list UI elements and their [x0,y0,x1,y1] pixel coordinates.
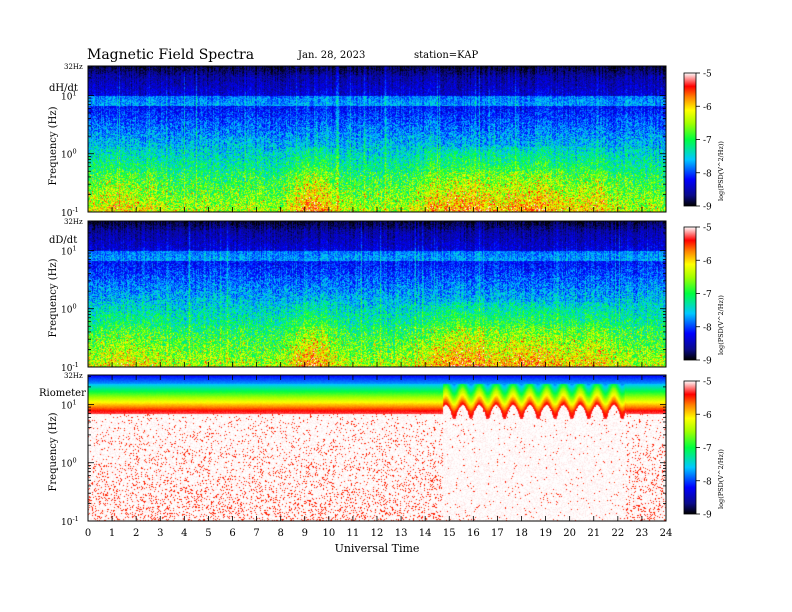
spectrogram-riometer [88,375,666,521]
x-tick-label: 5 [205,528,211,539]
colorbar-label-dhdt: log(PSD(V^2/Hz)) [717,141,725,201]
y-tick-label: 10-1 [61,515,79,528]
top-freq-label-riometer: 32Hz [64,372,83,380]
colorbar-label-riometer: log(PSD(V^2/Hz)) [717,449,725,509]
colorbar-tick-label: -6 [703,103,712,113]
panel-riometer: Riometer 32Hz Frequency (Hz) 10-1100101 … [39,372,725,528]
colorbar-dddt: -5 -6 -7 -8 -9 log(PSD(V^2/Hz)) [683,224,725,367]
x-tick-label: 6 [229,528,235,539]
colorbar-tick-label: -6 [703,257,712,267]
colorbar-scale-dhdt [683,72,697,207]
x-tick-label: 4 [181,528,187,539]
colorbar-tick-label: -6 [703,411,712,421]
colorbar-tick-label: -8 [703,477,712,487]
colorbar-ticks-dddt: -5 -6 -7 -8 -9 [696,224,712,367]
top-freq-label-dhdt: 32Hz [64,63,83,71]
x-tick-label: 10 [322,528,335,539]
x-tick-label: 9 [302,528,308,539]
y-tick-label: 100 [61,303,77,316]
station-name: station=KAP [414,50,478,61]
x-tick-label: 20 [563,528,576,539]
y-tick-label: 101 [61,244,77,257]
colorbar-tick-label: -8 [703,169,712,179]
x-tick-label: 22 [611,528,624,539]
colorbar-riometer: -5 -6 -7 -8 -9 log(PSD(V^2/Hz)) [683,378,725,521]
x-tick-label: 7 [253,528,259,539]
panel-label-riometer: Riometer [39,388,86,399]
x-axis-label: Universal Time [335,542,420,555]
colorbar-tick-label: -5 [703,224,712,234]
colorbar-tick-label: -5 [703,70,712,80]
y-tick-label: 101 [61,398,77,411]
colorbar-tick-label: -9 [703,357,712,367]
x-tick-label: 3 [157,528,163,539]
figure-title: Magnetic Field Spectra [87,47,254,63]
x-tick-label: 19 [539,528,552,539]
colorbar-dhdt: -5 -6 -7 -8 -9 log(PSD(V^2/Hz)) [683,70,725,213]
panel-label-dhdt: dH/dt [49,83,78,94]
x-tick-label: 23 [636,528,649,539]
colorbar-tick-label: -7 [703,444,712,454]
y-tick-label: 100 [61,148,77,161]
colorbar-scale-dddt [683,226,697,361]
x-tick-label: 13 [395,528,408,539]
ylabel-riometer: Frequency (Hz) [48,412,59,491]
x-tick-label: 0 [85,528,91,539]
ylabel-dhdt: Frequency (Hz) [48,106,59,185]
x-tick-label: 16 [467,528,480,539]
figure-date: Jan. 28, 2023 [297,50,365,61]
x-tick-label: 17 [491,528,504,539]
ylabel-dddt: Frequency (Hz) [48,258,59,337]
colorbar-tick-label: -5 [703,378,712,388]
panel-label-dddt: dD/dt [49,235,77,246]
x-tick-label: 18 [515,528,528,539]
colorbar-tick-label: -7 [703,136,712,146]
x-tick-label: 11 [347,528,360,539]
x-tick-label: 8 [277,528,283,539]
x-tick-label: 2 [133,528,139,539]
colorbar-ticks-dhdt: -5 -6 -7 -8 -9 [696,70,712,213]
x-axis-ticks: 0 1 2 3 4 5 6 7 8 9 10 11 12 13 14 15 16 17 18 19 20 21 22 23 24 [85,66,673,539]
x-tick-label: 14 [419,528,432,539]
colorbar-ticks-riometer: -5 -6 -7 -8 -9 [696,378,712,521]
colorbar-scale-riometer [683,380,697,515]
colorbar-tick-label: -8 [703,323,712,333]
colorbar-label-dddt: log(PSD(V^2/Hz)) [717,295,725,355]
x-tick-label: 1 [109,528,115,539]
y-tick-label: 100 [61,457,77,470]
x-tick-label: 24 [660,528,673,539]
spectrogram-dhdt [88,66,666,212]
x-tick-label: 12 [371,528,384,539]
x-tick-label: 15 [443,528,456,539]
colorbar-tick-label: -9 [703,511,712,521]
top-freq-label-dddt: 32Hz [64,218,83,226]
colorbar-tick-label: -7 [703,290,712,300]
spectrogram-dddt [88,221,666,367]
x-tick-label: 21 [587,528,600,539]
colorbar-tick-label: -9 [703,203,712,213]
